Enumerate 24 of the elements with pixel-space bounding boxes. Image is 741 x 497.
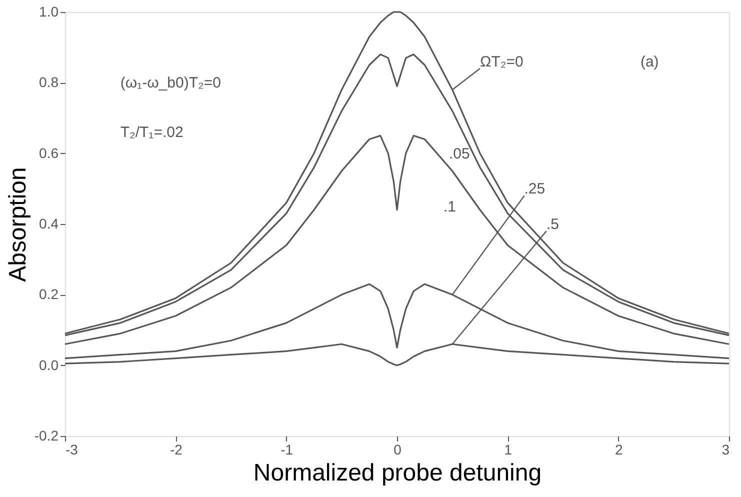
x-tick-label: -1 [280, 442, 294, 458]
annotation: (a) [640, 53, 659, 70]
text: .25 [524, 180, 546, 198]
x-axis-title: Normalized probe detuning [253, 460, 542, 486]
y-tick-label: 0.0 [39, 356, 59, 373]
text: .5 [546, 216, 559, 233]
annotation: T₂/T₁=.02 [120, 124, 184, 142]
x-tick-label: 1 [504, 442, 512, 458]
y-tick-label: -0.2 [34, 428, 59, 444]
y-tick-label: 0.2 [39, 286, 59, 302]
x-tick-label: 0 [394, 442, 402, 458]
text: ΩT₂=0 [480, 53, 524, 70]
annotation: (ω₁-ω_b0)T₂=0 [120, 74, 221, 92]
x-tick-label: 2 [614, 442, 623, 458]
x-tick-label: -2 [170, 442, 183, 458]
x-tick-label: 3 [722, 442, 730, 458]
series-label: .1 [443, 198, 456, 216]
y-tick-label: 0.6 [39, 144, 59, 161]
y-axis-title: Absorption [4, 167, 32, 282]
y-tick-label: 0.8 [39, 74, 59, 90]
y-tick-label: 0.4 [39, 216, 59, 232]
x-tick-label: -3 [66, 442, 78, 458]
series-label: .05 [449, 145, 470, 162]
y-tick-label: 1.0 [39, 4, 59, 20]
